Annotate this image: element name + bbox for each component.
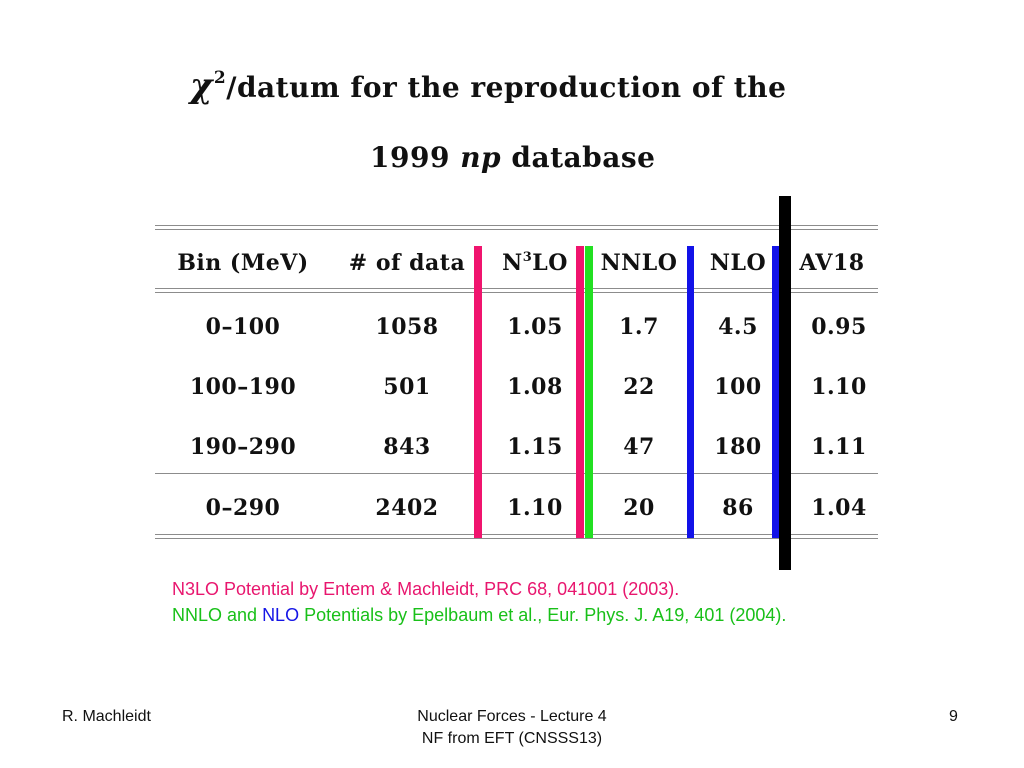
row-1-nnlo: 1.7: [619, 314, 659, 340]
header-av18: AV18: [799, 250, 865, 276]
header-nnlo: NNLO: [600, 250, 678, 276]
title-line-1-text: /datum for the reproduction of the: [226, 71, 787, 104]
table-bottom-rule-2: [155, 538, 878, 539]
row-2-nnlo: 22: [623, 374, 655, 400]
row-total-n3lo: 1.10: [507, 495, 563, 521]
row-3-av18: 1.11: [811, 434, 867, 460]
chi-symbol: χ: [190, 66, 213, 106]
total-rule: [155, 473, 878, 474]
table-top-rule-2: [155, 229, 878, 230]
header-bin: Bin (MeV): [177, 250, 309, 276]
row-1-n3lo: 1.05: [507, 314, 563, 340]
footer-course-line-1: Nuclear Forces - Lecture 4: [417, 708, 607, 725]
row-total-nnlo: 20: [623, 495, 655, 521]
row-3-n3lo: 1.15: [507, 434, 563, 460]
table-top-rule: [155, 225, 878, 226]
row-1-bin: 0–100: [205, 314, 281, 340]
table-bottom-rule: [155, 534, 878, 535]
footer-course: Nuclear Forces - Lecture 4 NF from EFT (…: [417, 706, 606, 750]
footer-course-line-2: NF from EFT (CNSSS13): [421, 730, 603, 747]
row-2-av18: 1.10: [811, 374, 867, 400]
row-total-nlo: 86: [722, 495, 754, 521]
slide-title-line-1: χ2/datum for the reproduction of the: [190, 66, 786, 106]
chi-exponent: 2: [213, 68, 227, 88]
header-rule-2: [155, 292, 878, 293]
reference-nnlo-nlo: NNLO and NLO Potentials by Epelbaum et a…: [172, 602, 872, 628]
nlo-marker-bar-left: [687, 246, 694, 538]
results-table: Bin (MeV) # of data N3LO NNLO NLO AV18 0…: [155, 225, 878, 540]
av18-marker-bar: [779, 196, 791, 570]
row-total-av18: 1.04: [811, 495, 867, 521]
row-1-av18: 0.95: [811, 314, 867, 340]
footer-page-number: 9: [949, 708, 958, 725]
row-2-n3lo: 1.08: [507, 374, 563, 400]
references: N3LO Potential by Entem & Machleidt, PRC…: [172, 576, 872, 628]
row-3-nnlo: 47: [623, 434, 655, 460]
header-nlo: NLO: [709, 250, 767, 276]
reference-nlo-word: NLO: [262, 605, 300, 625]
row-total-bin: 0–290: [205, 495, 281, 521]
row-3-nlo: 180: [714, 434, 762, 460]
title-year: 1999: [370, 141, 450, 174]
row-1-nlo: 4.5: [718, 314, 758, 340]
row-2-nlo: 100: [714, 374, 762, 400]
n3lo-marker-bar-right: [576, 246, 584, 538]
row-2-num-data: 501: [383, 374, 431, 400]
title-database: database: [511, 141, 656, 174]
slide-title-line-2: 1999 np database: [370, 141, 655, 174]
row-3-bin: 190–290: [189, 434, 297, 460]
title-np: np: [460, 141, 502, 174]
reference-n3lo: N3LO Potential by Entem & Machleidt, PRC…: [172, 579, 680, 599]
nnlo-marker-bar: [585, 246, 593, 538]
n3lo-marker-bar-left: [474, 246, 482, 538]
row-total-num-data: 2402: [375, 495, 439, 521]
reference-epelbaum: Potentials by Epelbaum et al., Eur. Phys…: [304, 605, 787, 625]
row-3-num-data: 843: [383, 434, 431, 460]
footer-author: R. Machleidt: [62, 708, 151, 725]
row-1-num-data: 1058: [375, 314, 439, 340]
reference-nnlo-and: NNLO and: [172, 605, 258, 625]
header-rule: [155, 288, 878, 289]
header-num-data: # of data: [348, 250, 466, 276]
row-2-bin: 100–190: [189, 374, 297, 400]
nlo-marker-bar-right: [772, 246, 779, 538]
header-n3lo: N3LO: [502, 250, 568, 276]
